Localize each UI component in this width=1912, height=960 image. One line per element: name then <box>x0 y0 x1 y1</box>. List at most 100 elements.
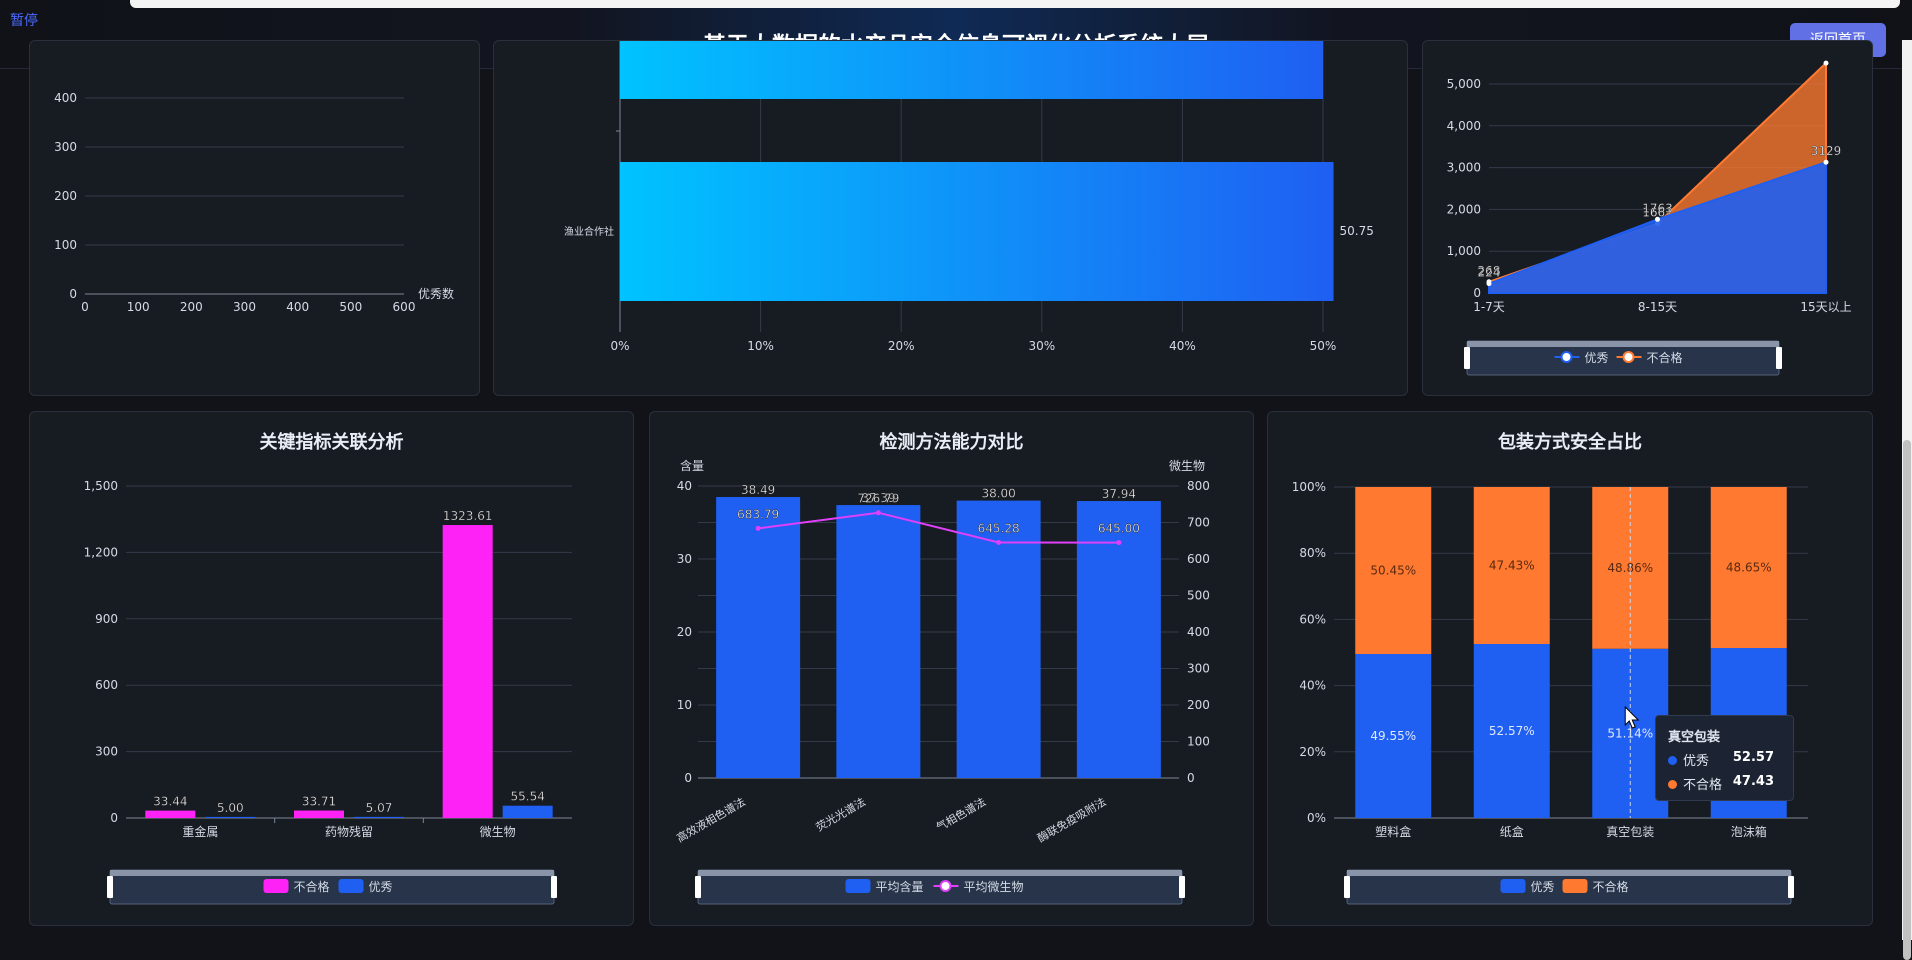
y-tick-label: 0% <box>1307 811 1326 825</box>
grouped-bar-chart: 0 300 600 900 1,200 1,500 重金属 33.44 5.00 药物残留 33.7… <box>84 479 572 905</box>
data-label: 683.79 <box>737 507 779 521</box>
data-label: 1323.61 <box>443 509 493 523</box>
y-tick-label: 20% <box>1299 745 1326 759</box>
data-label: 5.07 <box>366 801 393 815</box>
bar <box>716 497 801 778</box>
legend-label: 优秀 <box>369 880 393 894</box>
data-label: 38.00 <box>981 487 1015 501</box>
data-label: 48.65% <box>1726 561 1772 575</box>
y-tick-label: 300 <box>54 140 77 154</box>
data-point <box>1823 159 1829 165</box>
data-label: 49.55% <box>1370 729 1416 743</box>
legend-swatch-icon <box>845 879 871 893</box>
x-tick-label: 0% <box>610 339 629 353</box>
legend-swatch-icon <box>1500 879 1526 893</box>
x-tick-label: 泡沫箱 <box>1731 824 1767 839</box>
data-point <box>1823 60 1829 66</box>
panel-packaging: 包装方式安全占比 0% 20% 40% 60% 80% 100% 49.55% 50.45% 塑… <box>1267 411 1873 926</box>
data-zoom-handle <box>1344 876 1350 898</box>
y-tick-label: 600 <box>95 678 118 692</box>
data-label: 55.54 <box>510 790 544 804</box>
data-label: 47.43% <box>1489 558 1535 572</box>
scrollbar-thumb[interactable] <box>1903 440 1911 960</box>
x-tick-label: 500 <box>339 300 362 314</box>
y-tick-label: 30 <box>677 552 692 566</box>
page-scrollbar[interactable] <box>1902 40 1912 960</box>
tooltip-title: 真空包装 <box>1668 730 1721 745</box>
y2-tick-label: 400 <box>1187 625 1210 639</box>
data-zoom-bar <box>698 870 1182 876</box>
y2-tick-label: 500 <box>1187 589 1210 603</box>
legend-label: 不合格 <box>1647 350 1683 365</box>
y-tick-label: 300 <box>95 745 118 759</box>
bar-value-label: 50.75 <box>1340 224 1374 238</box>
data-zoom-handle <box>551 876 557 898</box>
data-zoom-handle <box>1179 876 1185 898</box>
y-tick-label: 80% <box>1299 546 1326 560</box>
legend-marker-icon <box>1560 351 1573 363</box>
panel-title-methods: 检测方法能力对比 <box>879 432 1024 453</box>
data-label: 37.94 <box>1102 487 1136 501</box>
data-point <box>755 525 761 531</box>
tooltip-row: 优秀 52.57 <box>1668 750 1788 769</box>
y-tick-label: 40 <box>677 479 692 493</box>
y2-tick-label: 300 <box>1187 662 1210 676</box>
data-label: 268 <box>1478 264 1501 278</box>
hbar-chart: 0% 10% 20% 30% 40% 50% 渔业合作社 50.75 <box>564 41 1374 353</box>
legend-label: 不合格 <box>294 879 330 894</box>
y-tick-label: 10 <box>677 698 692 712</box>
y-tick-label: 0 <box>69 287 77 301</box>
x-tick-label: 300 <box>233 300 256 314</box>
y-tick-label: 1,500 <box>84 479 118 493</box>
tooltip-label: 优秀 <box>1683 754 1710 769</box>
data-label: 38.49 <box>741 483 775 497</box>
y-tick-label: 5,000 <box>1447 77 1481 91</box>
x-tick-label: 15天以上 <box>1800 300 1851 314</box>
data-label: 645.00 <box>1098 522 1140 536</box>
bar <box>145 810 196 818</box>
y2-tick-label: 800 <box>1187 479 1210 493</box>
panel-key-indicators: 关键指标关联分析 0 300 600 900 1,200 1,500 重金属 33.44 5.0… <box>29 411 634 926</box>
data-point <box>1655 216 1660 222</box>
data-label: 33.44 <box>153 795 187 809</box>
tooltip-value: 52.57 <box>1732 750 1774 765</box>
y-tick-label: 1,000 <box>1447 244 1481 258</box>
y2-tick-label: 700 <box>1187 516 1210 530</box>
y-category-label: 渔业合作社 <box>564 225 614 238</box>
pause-button[interactable]: 暂停 <box>10 13 38 29</box>
x-tick-label: 10% <box>747 339 774 353</box>
data-label: 645.28 <box>978 521 1020 535</box>
data-zoom-bar <box>110 870 554 876</box>
y-tick-label: 0 <box>1473 286 1481 300</box>
y-tick-label: 40% <box>1299 679 1326 693</box>
y-tick-label: 1,200 <box>84 545 118 559</box>
bar-segment <box>1473 487 1550 644</box>
data-label: 52.57% <box>1489 724 1535 738</box>
y-tick-label: 100 <box>54 238 77 252</box>
legend-label: 优秀 <box>1531 880 1555 894</box>
bar <box>294 810 344 818</box>
data-point <box>875 510 881 516</box>
panel-area: 0 1,000 2,000 3,000 4,000 5,000 268 1661 224 1763… <box>1422 40 1873 396</box>
legend-marker-icon <box>939 880 952 892</box>
bar <box>620 162 1334 301</box>
y-tick-label: 0 <box>110 811 118 825</box>
legend-label: 优秀 <box>1585 351 1609 365</box>
x-tick-label: 药物残留 <box>325 825 373 839</box>
x-tick-label: 30% <box>1028 339 1055 353</box>
panel-hbar: 0% 10% 20% 30% 40% 50% 渔业合作社 50.75 <box>493 40 1408 396</box>
x-tick-label: 气相色谱法 <box>933 794 988 834</box>
x-tick-label: 200 <box>180 300 203 314</box>
bar-segment <box>1355 653 1432 818</box>
y-axis-title: 含量 <box>680 458 704 473</box>
bar <box>502 805 553 818</box>
data-label: 726.79 <box>857 492 899 506</box>
stacked-bar-chart: 0% 20% 40% 60% 80% 100% 49.55% 50.45% 塑料盒 52.57% 4… <box>1292 480 1808 905</box>
x-tick-label: 塑料盒 <box>1375 824 1411 839</box>
x-tick-label: 真空包装 <box>1606 825 1654 839</box>
tooltip-label: 不合格 <box>1683 778 1723 793</box>
data-point <box>996 539 1002 545</box>
y-tick-label: 100% <box>1292 480 1326 494</box>
tooltip-dot <box>1668 780 1677 789</box>
line-series <box>757 511 1119 544</box>
